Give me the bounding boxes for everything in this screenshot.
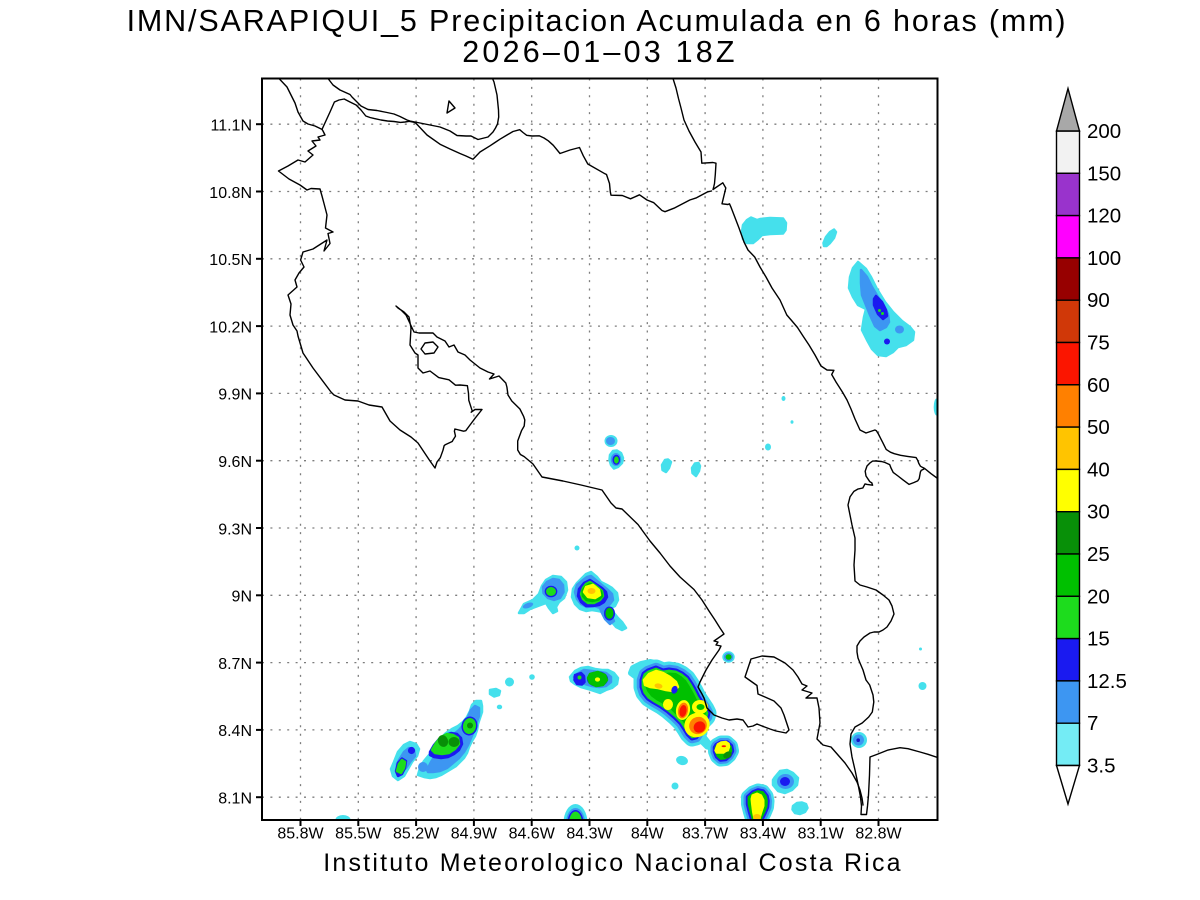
svg-text:84W: 84W	[631, 826, 665, 843]
svg-text:7: 7	[1087, 712, 1098, 735]
svg-text:10.8N: 10.8N	[209, 185, 252, 202]
svg-text:82.8W: 82.8W	[855, 826, 902, 843]
svg-text:60: 60	[1087, 374, 1110, 397]
svg-text:120: 120	[1087, 205, 1121, 228]
svg-text:83.7W: 83.7W	[682, 826, 729, 843]
svg-text:9.3N: 9.3N	[218, 521, 252, 538]
svg-text:10.5N: 10.5N	[209, 252, 252, 269]
svg-text:84.6W: 84.6W	[509, 826, 556, 843]
svg-text:84.3W: 84.3W	[566, 826, 613, 843]
svg-text:200: 200	[1087, 120, 1121, 143]
svg-text:11.1N: 11.1N	[210, 118, 252, 135]
svg-text:83.1W: 83.1W	[798, 826, 845, 843]
svg-text:40: 40	[1087, 458, 1110, 481]
svg-text:8.7N: 8.7N	[218, 656, 252, 673]
svg-text:85.2W: 85.2W	[393, 826, 440, 843]
svg-text:15: 15	[1087, 628, 1110, 651]
svg-text:9N: 9N	[232, 589, 252, 606]
svg-text:83.4W: 83.4W	[740, 826, 787, 843]
svg-text:150: 150	[1087, 162, 1121, 185]
svg-text:20: 20	[1087, 585, 1110, 608]
svg-text:75: 75	[1087, 332, 1110, 355]
svg-text:85.8W: 85.8W	[277, 826, 324, 843]
svg-text:90: 90	[1087, 289, 1110, 312]
svg-text:100: 100	[1087, 247, 1121, 270]
svg-text:9.9N: 9.9N	[218, 387, 252, 404]
svg-text:12.5: 12.5	[1087, 670, 1127, 693]
svg-text:9.6N: 9.6N	[218, 454, 252, 471]
svg-text:85.5W: 85.5W	[335, 826, 382, 843]
svg-text:50: 50	[1087, 416, 1110, 439]
svg-text:30: 30	[1087, 501, 1110, 524]
svg-text:8.1N: 8.1N	[218, 791, 252, 808]
svg-text:IMN/SARAPIQUI_5 Precipitacion: IMN/SARAPIQUI_5 Precipitacion Acumulada …	[127, 4, 1068, 38]
svg-text:3.5: 3.5	[1087, 755, 1116, 778]
svg-text:Instituto Meteorologico Nacion: Instituto Meteorologico Nacional Costa R…	[323, 849, 903, 877]
svg-text:84.9W: 84.9W	[451, 826, 498, 843]
svg-text:8.4N: 8.4N	[218, 723, 252, 740]
svg-text:25: 25	[1087, 543, 1110, 566]
svg-text:10.2N: 10.2N	[209, 319, 252, 336]
svg-text:2026–01–03 18Z: 2026–01–03 18Z	[462, 35, 737, 69]
